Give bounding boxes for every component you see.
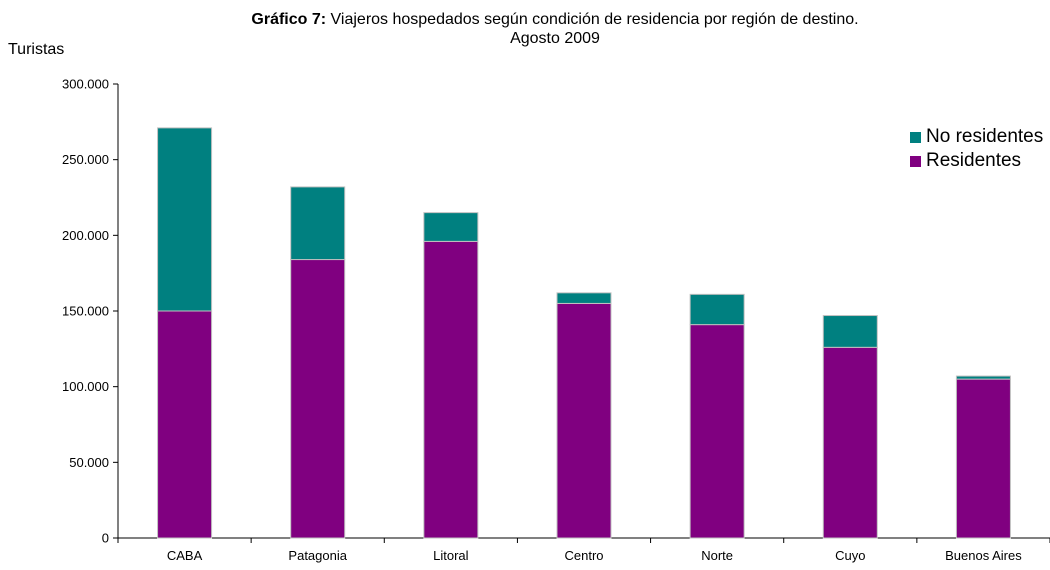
x-tick-label: Cuyo: [835, 548, 865, 563]
y-tick-label: 50.000: [69, 455, 109, 470]
bar-no-residentes-cuyo: [822, 315, 878, 348]
chart-title-text: Viajeros hospedados según condición de r…: [326, 11, 859, 28]
legend-swatch-no-residentes: [910, 131, 921, 143]
bar-no-residentes-buenos-aires: [955, 375, 1011, 380]
legend-item-residentes: Residentes: [910, 149, 1043, 173]
y-tick-label: 0: [102, 531, 109, 546]
bar-residentes-buenos-aires: [955, 378, 1011, 539]
legend: No residentes Residentes: [910, 125, 1043, 173]
chart-title: Gráfico 7: Viajeros hospedados según con…: [0, 10, 1050, 48]
chart-title-prefix: Gráfico 7:: [251, 11, 327, 28]
y-tick-label: 300.000: [62, 77, 109, 92]
bar-residentes-centro: [556, 302, 612, 539]
y-tick-label: 200.000: [62, 228, 109, 243]
bar-no-residentes-centro: [556, 292, 612, 304]
y-axis-label: Turistas: [8, 41, 65, 58]
legend-label-residentes: Residentes: [926, 150, 1022, 171]
x-tick-label: Patagonia: [288, 548, 347, 563]
x-tick-label: Norte: [701, 548, 733, 563]
y-tick-label: 150.000: [62, 304, 109, 319]
bar-residentes-litoral: [423, 240, 479, 539]
y-tick-label: 100.000: [62, 379, 109, 394]
bar-no-residentes-norte: [689, 293, 745, 326]
chart-subtitle: Agosto 2009: [510, 30, 600, 47]
legend-item-no-residentes: No residentes: [910, 125, 1043, 149]
x-tick-label: Centro: [564, 548, 603, 563]
y-tick-label: 250.000: [62, 152, 109, 167]
x-tick-label: Litoral: [433, 548, 469, 563]
bar-residentes-caba: [157, 310, 213, 539]
bar-residentes-patagonia: [290, 259, 346, 539]
bar-residentes-norte: [689, 324, 745, 539]
bar-residentes-cuyo: [822, 346, 878, 539]
legend-label-no-residentes: No residentes: [926, 126, 1044, 147]
legend-swatch-residentes: [910, 155, 921, 167]
x-tick-label: CABA: [167, 548, 203, 563]
bar-no-residentes-litoral: [423, 212, 479, 242]
bar-no-residentes-patagonia: [290, 186, 346, 261]
bar-no-residentes-caba: [157, 127, 213, 312]
x-tick-label: Buenos Aires: [945, 548, 1022, 563]
